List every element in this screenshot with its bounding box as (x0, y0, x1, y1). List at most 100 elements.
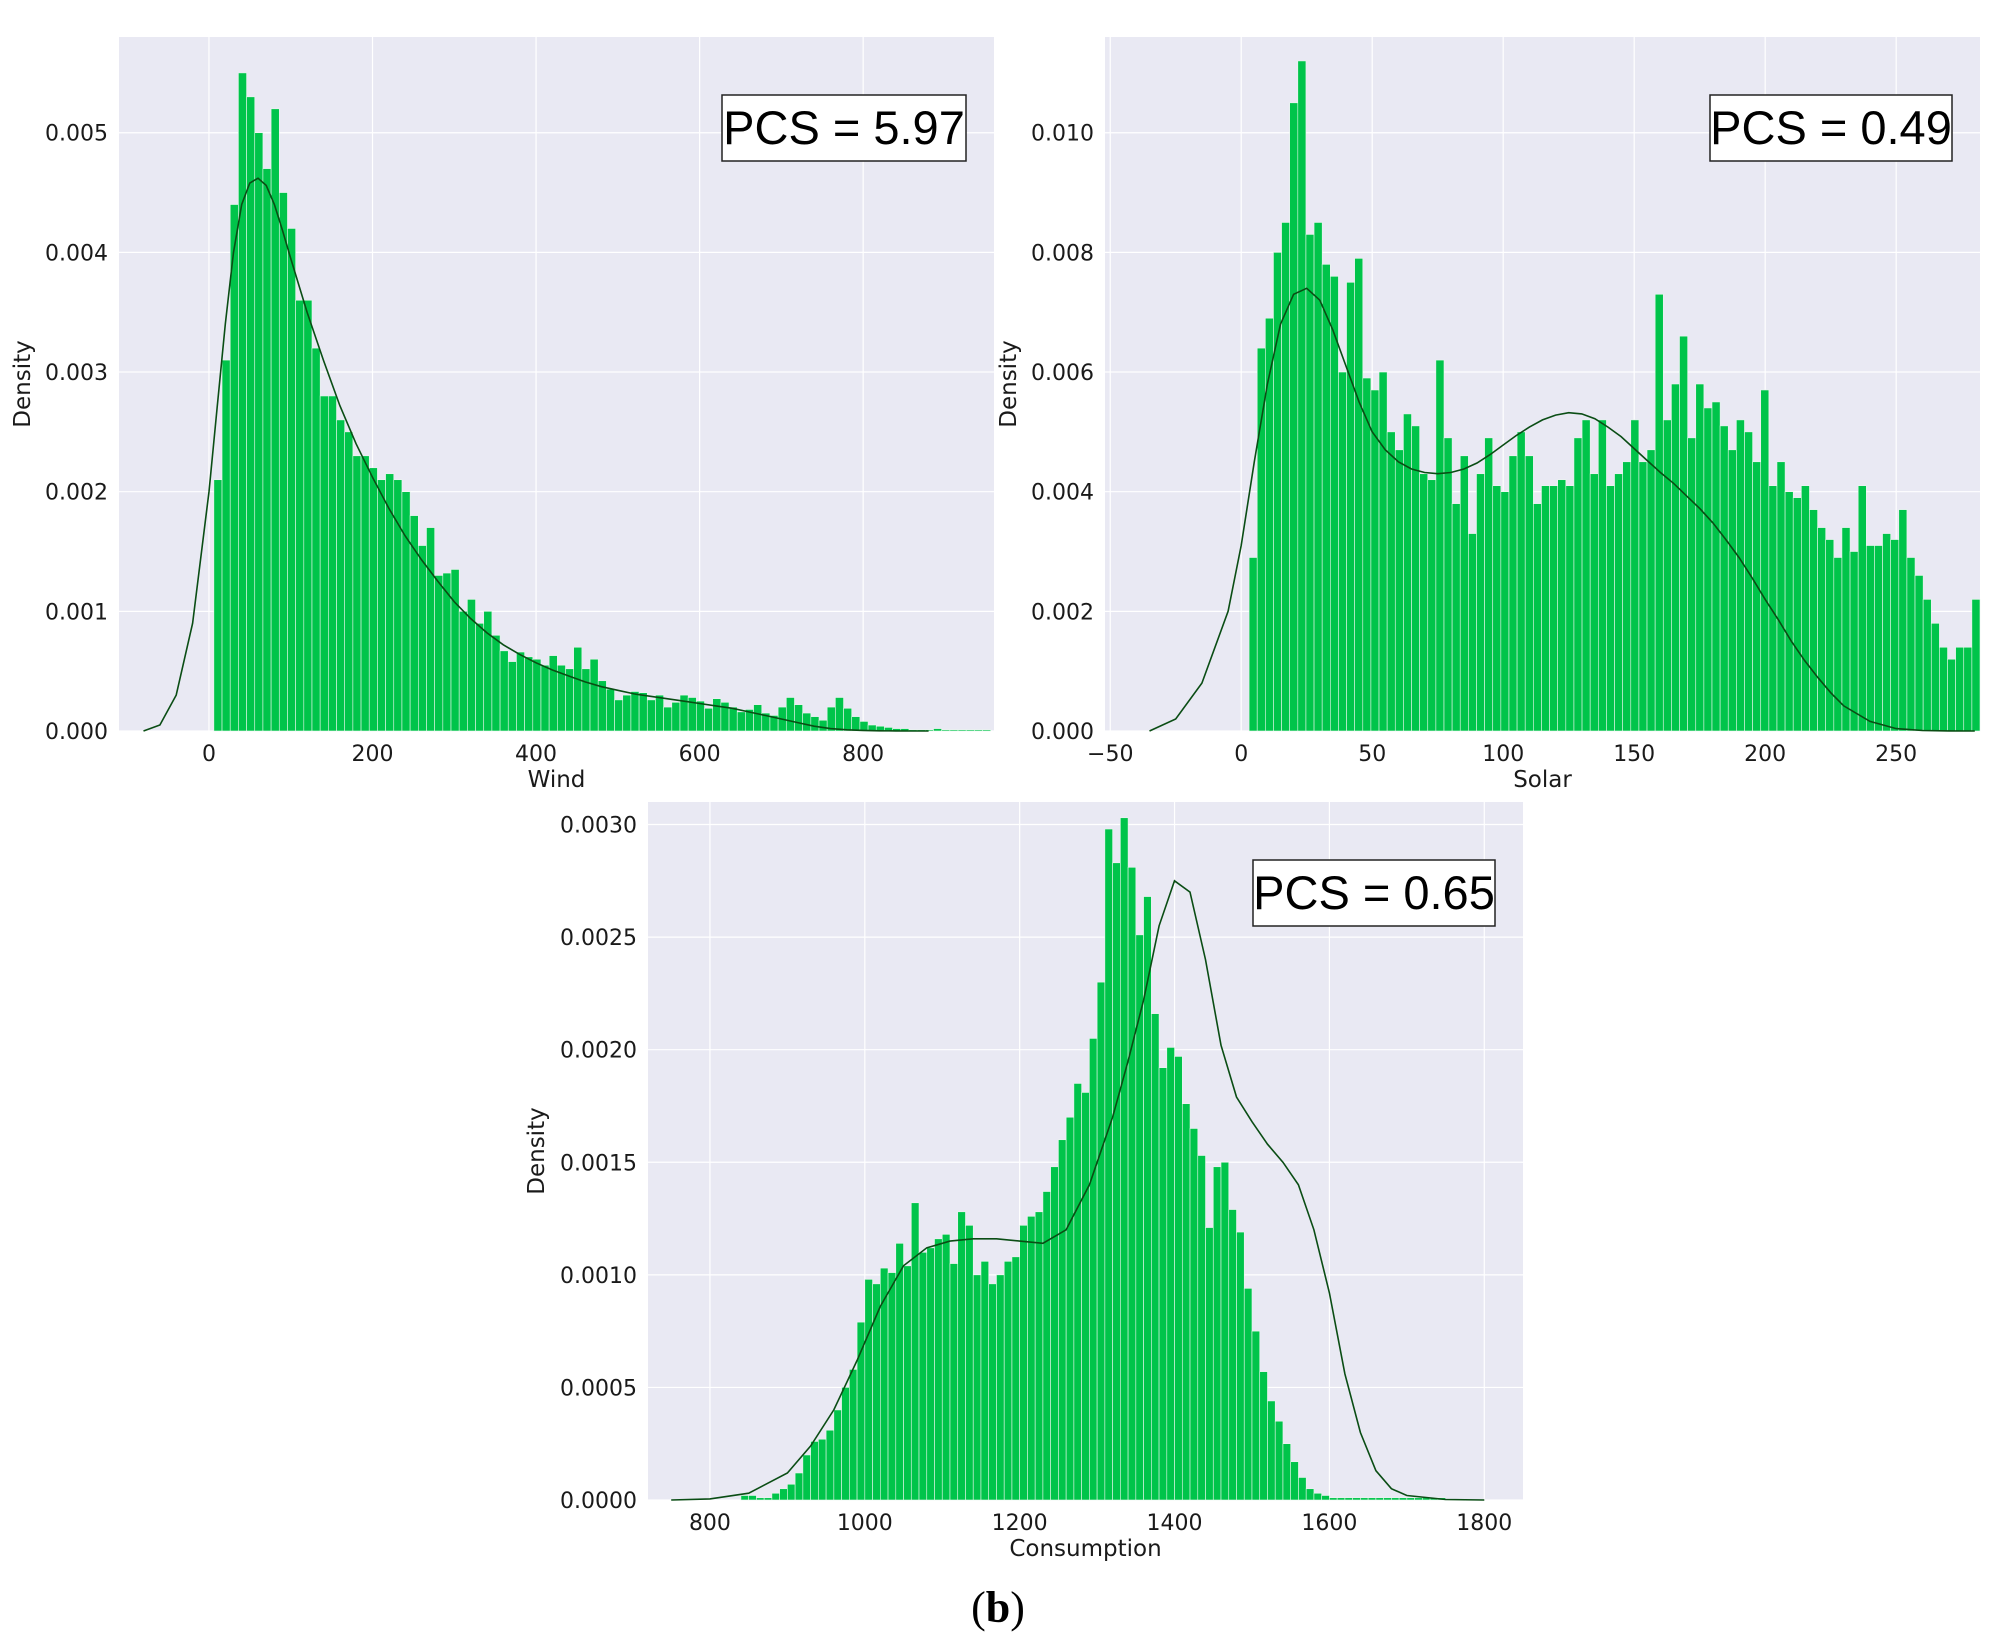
consumption-histogram-bar (748, 1495, 757, 1501)
solar-histogram-bar (1736, 419, 1745, 732)
consumption-histogram-bar (1383, 1497, 1392, 1501)
consumption-histogram-bar (1220, 1161, 1230, 1501)
consumption-histogram-bar (1011, 1256, 1020, 1501)
consumption-histogram-bar (988, 1283, 997, 1501)
figure-caption: (b) (971, 1583, 1025, 1632)
solar-histogram-bar (1671, 383, 1680, 732)
solar-histogram-bar (1719, 425, 1729, 732)
solar-histogram-bar (1451, 503, 1461, 732)
wind-histogram-bar (213, 479, 223, 732)
wind-histogram-bar (450, 569, 460, 732)
solar-x-tick-label: 0 (1234, 742, 1248, 767)
solar-histogram-bar (1403, 413, 1412, 732)
wind-histogram-bar (851, 716, 861, 732)
consumption-histogram-bar (1305, 1488, 1315, 1501)
solar-histogram-bar (1492, 485, 1502, 732)
solar-histogram-bar (1354, 258, 1364, 732)
wind-histogram-bar (671, 701, 681, 732)
consumption-histogram-bar (1313, 1492, 1322, 1501)
consumption-histogram-bar (957, 1211, 966, 1501)
solar-histogram-bar (1874, 545, 1883, 732)
wind-histogram-bar (524, 656, 534, 732)
wind-histogram-bar (303, 299, 313, 732)
wind-histogram-bar (736, 711, 746, 732)
consumption-histogram-bar (934, 1238, 943, 1501)
solar-histogram-bar (1614, 473, 1623, 732)
solar-pcs-box (1709, 94, 1953, 162)
caption-close-paren: ) (1010, 1583, 1025, 1632)
consumption-histogram-bar (833, 1409, 842, 1501)
consumption-histogram-bar (825, 1429, 835, 1501)
solar-histogram-bar (1427, 479, 1437, 732)
consumption-x-tick-label: 1200 (992, 1511, 1048, 1536)
consumption-histogram-bar (1096, 981, 1106, 1501)
wind-histogram-bar (229, 204, 239, 732)
wind-histogram-bar (278, 192, 288, 732)
consumption-histogram-bar (1158, 1067, 1168, 1501)
solar-histogram-bar (1801, 485, 1810, 732)
consumption-histogram-bar (841, 1387, 850, 1501)
solar-y-tick-label: 0.002 (1031, 600, 1094, 625)
consumption-y-tick-label: 0.0015 (560, 1151, 637, 1176)
solar-histogram-bar (1557, 479, 1567, 732)
consumption-histogram-bar (849, 1369, 858, 1501)
consumption-pcs-label: PCS = 0.65 (1253, 866, 1495, 919)
consumption-histogram-bar (1329, 1497, 1338, 1501)
solar-histogram-bar (1882, 533, 1891, 732)
consumption-histogram-bar (1259, 1371, 1268, 1501)
solar-histogram-bar (1476, 473, 1485, 732)
consumption-y-tick-label: 0.0005 (560, 1376, 637, 1401)
consumption-histogram-bar (802, 1454, 811, 1501)
wind-histogram-bar (712, 698, 722, 732)
consumption-histogram-bar (941, 1234, 951, 1501)
solar-histogram-bar (1281, 222, 1290, 732)
consumption-histogram-bar (1282, 1443, 1291, 1501)
consumption-y-tick-label: 0.0020 (560, 1039, 637, 1064)
wind-y-tick-label: 0.004 (45, 241, 108, 266)
solar-histogram-bar (1833, 557, 1843, 732)
wind-histogram-bar (540, 664, 550, 732)
wind-histogram-bar (344, 431, 354, 732)
wind-histogram-bar (941, 729, 951, 732)
consumption-histogram-bar (1189, 1128, 1199, 1501)
wind-histogram-bar (491, 634, 501, 732)
solar-histogram-bar (1484, 437, 1494, 732)
wind-histogram-bar (785, 697, 795, 732)
wind-histogram-bar (368, 467, 378, 732)
solar-histogram-bar (1606, 485, 1615, 732)
wind-histogram-bar (417, 545, 427, 732)
wind-histogram-bar (295, 299, 305, 732)
wind-y-tick-label: 0.003 (45, 361, 108, 386)
consumption-histogram-bar (1042, 1191, 1051, 1501)
consumption-y-tick-label: 0.0010 (560, 1264, 637, 1289)
solar-histogram-bar (1906, 557, 1916, 732)
consumption-histogram-bar (1212, 1166, 1222, 1501)
solar-histogram-bar (1541, 485, 1550, 732)
solar-histogram-bar (1711, 401, 1721, 732)
solar-y-tick-label: 0.004 (1031, 481, 1094, 506)
consumption-histogram-bar (794, 1472, 804, 1501)
wind-histogram-bar (548, 655, 558, 732)
solar-histogram-bar (1930, 623, 1940, 732)
solar-histogram-bar (1898, 509, 1908, 732)
wind-y-tick-label: 0.000 (45, 720, 108, 745)
consumption-histogram-bar (864, 1279, 873, 1501)
solar-histogram-bar (1792, 497, 1802, 732)
solar-x-tick-label: 100 (1482, 742, 1524, 767)
solar-histogram-bar (1500, 491, 1510, 732)
solar-histogram-bar (1971, 599, 1981, 732)
consumption-x-axis-label: Consumption (1009, 1536, 1161, 1562)
solar-histogram-bar (1866, 545, 1875, 732)
consumption-histogram-bar (1367, 1497, 1377, 1501)
solar-histogram-bar (1435, 359, 1445, 732)
consumption-histogram-bar (895, 1243, 904, 1501)
solar-histogram-bar (1638, 461, 1648, 732)
consumption-histogram-bar (1321, 1495, 1330, 1501)
solar-histogram-bar (1947, 658, 1956, 732)
solar-histogram-bar (1939, 646, 1948, 732)
consumption-histogram-bar (779, 1488, 788, 1501)
wind-kde-curve (143, 177, 929, 732)
solar-x-tick-label: 250 (1875, 742, 1917, 767)
solar-histogram-bar (1662, 419, 1672, 732)
wind-histogram-bar (974, 729, 983, 732)
